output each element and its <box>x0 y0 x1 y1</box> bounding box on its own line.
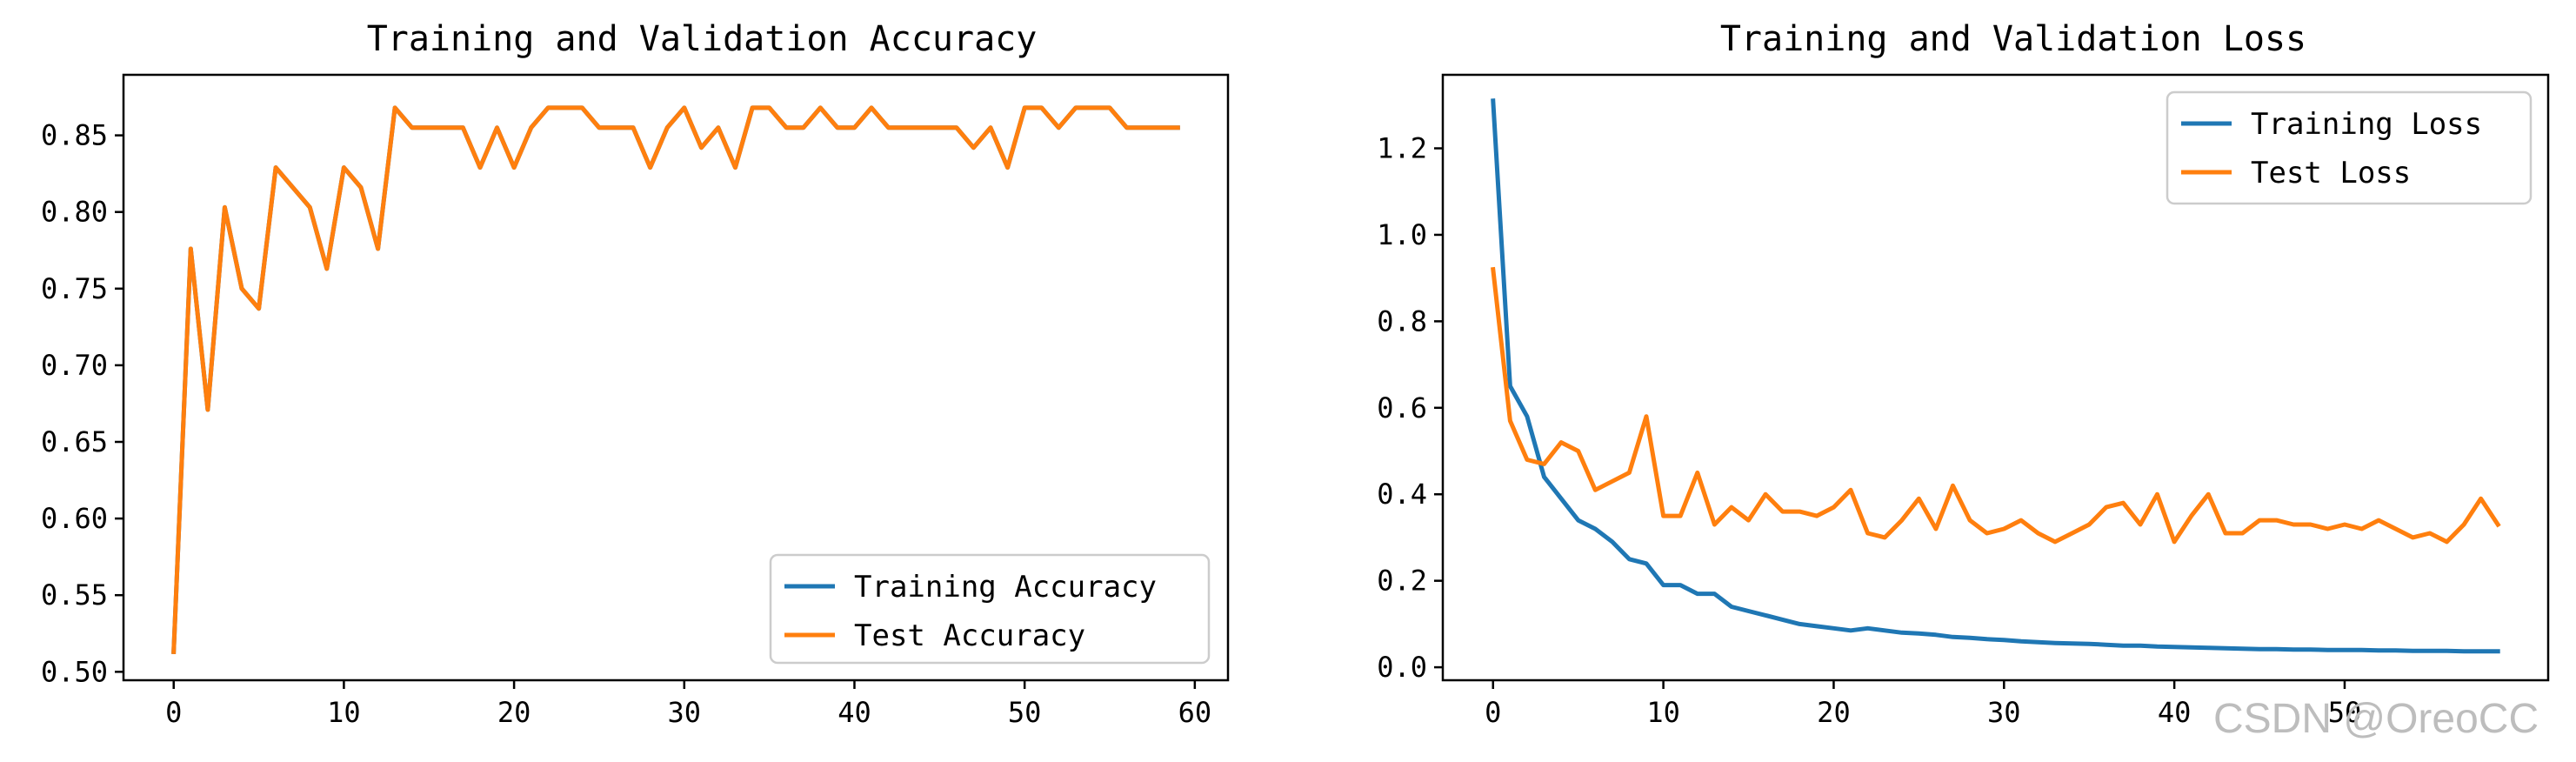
accuracy-x-tick-label: 30 <box>668 696 702 729</box>
loss-x-tick-label: 20 <box>1817 696 1851 729</box>
loss-series-line-test-loss <box>1491 266 2501 545</box>
loss-y-tick-label: 1.0 <box>1377 218 1427 251</box>
loss-chart-title: Training and Validation Loss <box>1720 19 2306 59</box>
loss-legend-box <box>2166 90 2533 205</box>
watermark-text: CSDN @OreoCC <box>2213 696 2539 742</box>
accuracy-y-tick-label: 0.70 <box>41 349 108 382</box>
loss-axes-frame <box>1441 73 2550 682</box>
accuracy-legend-label: Test Accuracy <box>854 618 1085 653</box>
accuracy-series-line-test-accuracy <box>171 105 1180 655</box>
loss-y-tick-label: 0.8 <box>1377 304 1427 338</box>
accuracy-y-tick-label: 0.50 <box>41 655 108 688</box>
loss-x-tick-label: 40 <box>2158 696 2192 729</box>
loss-x-tick-label: 0 <box>1485 696 1501 729</box>
accuracy-x-tick-label: 0 <box>165 696 182 729</box>
accuracy-legend: Training Accuracy Test Accuracy <box>769 553 1211 665</box>
accuracy-chart: Training and Validation Accuracy 0 10 20 30… <box>41 19 1230 729</box>
accuracy-y-tick-label: 0.65 <box>41 425 108 458</box>
accuracy-y-tick-label: 0.55 <box>41 578 108 612</box>
loss-chart: Training and Validation Loss 0 10 20 30 40 50… <box>1377 19 2550 729</box>
accuracy-x-tick-label: 60 <box>1178 696 1212 729</box>
accuracy-y-tick-label: 0.75 <box>41 272 108 305</box>
loss-series-line-training-loss <box>1491 98 2500 654</box>
accuracy-x-tick-label: 40 <box>838 696 871 729</box>
accuracy-legend-box <box>769 553 1211 665</box>
loss-y-tick-label: 0.0 <box>1377 651 1427 684</box>
loss-y-tick-label: 1.2 <box>1377 132 1427 165</box>
accuracy-y-tick-label: 0.60 <box>41 502 108 535</box>
loss-legend-label: Test Loss <box>2251 156 2411 190</box>
accuracy-axes-frame <box>122 73 1230 682</box>
accuracy-legend-label: Training Accuracy <box>854 570 1157 605</box>
accuracy-x-tick-label: 10 <box>327 696 361 729</box>
accuracy-chart-title: Training and Validation Accuracy <box>367 19 1038 59</box>
loss-x-tick-label: 10 <box>1646 696 1680 729</box>
loss-y-tick-label: 0.4 <box>1377 478 1427 511</box>
loss-legend: Training Loss Test Loss <box>2166 90 2533 205</box>
loss-x-tick-label: 30 <box>1987 696 2021 729</box>
accuracy-x-tick-label: 20 <box>497 696 531 729</box>
loss-legend-label: Training Loss <box>2251 107 2482 142</box>
loss-x-tick-label: 50 <box>2328 696 2362 729</box>
accuracy-x-tick-label: 50 <box>1008 696 1042 729</box>
loss-y-tick-label: 0.2 <box>1377 565 1427 598</box>
loss-y-tick-label: 0.6 <box>1377 391 1427 424</box>
accuracy-y-tick-label: 0.80 <box>41 196 108 229</box>
accuracy-y-tick-label: 0.85 <box>41 119 108 152</box>
